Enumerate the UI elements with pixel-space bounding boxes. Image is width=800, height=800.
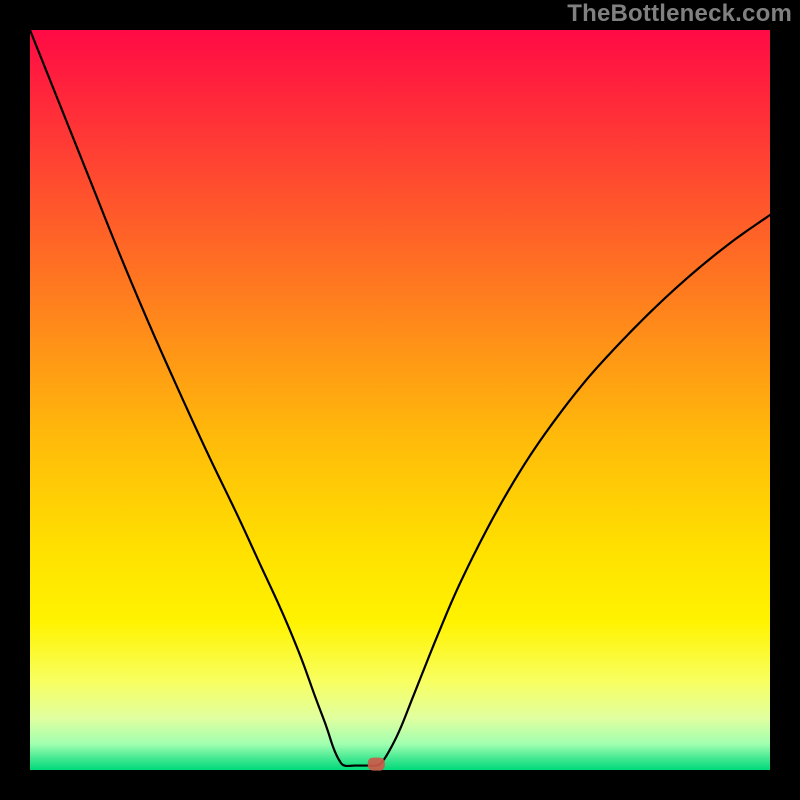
chart-container: TheBottleneck.com xyxy=(0,0,800,800)
gradient-background xyxy=(30,30,770,770)
optimal-point-marker xyxy=(368,758,385,771)
bottleneck-chart xyxy=(0,0,800,800)
watermark-text: TheBottleneck.com xyxy=(567,0,792,28)
